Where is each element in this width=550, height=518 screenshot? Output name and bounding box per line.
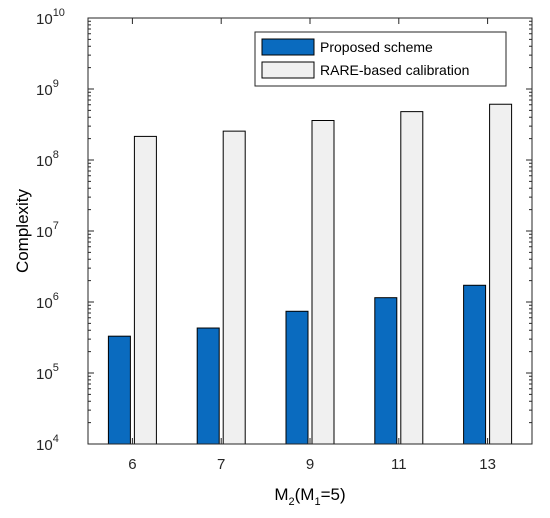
bar-proposed-9 [285,310,309,445]
bar-proposed-13 [463,284,487,445]
legend-swatch-rare [261,61,315,79]
x-tick-label-13: 13 [479,456,496,473]
bar-rare-6 [133,135,157,445]
y-tick-label: 105 [36,362,59,383]
y-axis-label: Complexity [13,188,32,273]
x-tick-label-9: 9 [306,456,314,473]
y-tick-label: 106 [36,291,59,312]
bar-rare-7 [222,130,246,445]
bar-proposed-11 [374,297,398,445]
legend-label-rare: RARE-based calibration [320,62,469,78]
bars-group [107,103,513,445]
x-tick-label-6: 6 [128,456,136,473]
legend-swatch-proposed [261,38,315,56]
y-tick-label: 108 [36,149,59,170]
y-tick-label: 109 [36,78,59,99]
legend-label-proposed: Proposed scheme [320,39,433,55]
bar-rare-13 [489,103,513,445]
x-tick-label-11: 11 [391,456,407,473]
legend: Proposed scheme RARE-based calibration [254,31,507,87]
bar-proposed-6 [107,335,131,445]
y-tick-label: 1010 [36,7,65,28]
plot-area [88,18,532,444]
y-tick-label: 107 [36,220,59,241]
x-tick-label-7: 7 [217,456,225,473]
x-axis-label: M2(M1=5) [274,485,345,508]
y-axis-ticks: 104 105 106 107 108 109 1010 [36,7,532,454]
bar-proposed-7 [196,327,220,445]
y-tick-label: 104 [36,433,59,454]
x-axis-ticks: 6 7 9 11 13 [128,18,496,473]
bar-rare-11 [400,111,424,445]
bar-rare-9 [311,120,335,445]
